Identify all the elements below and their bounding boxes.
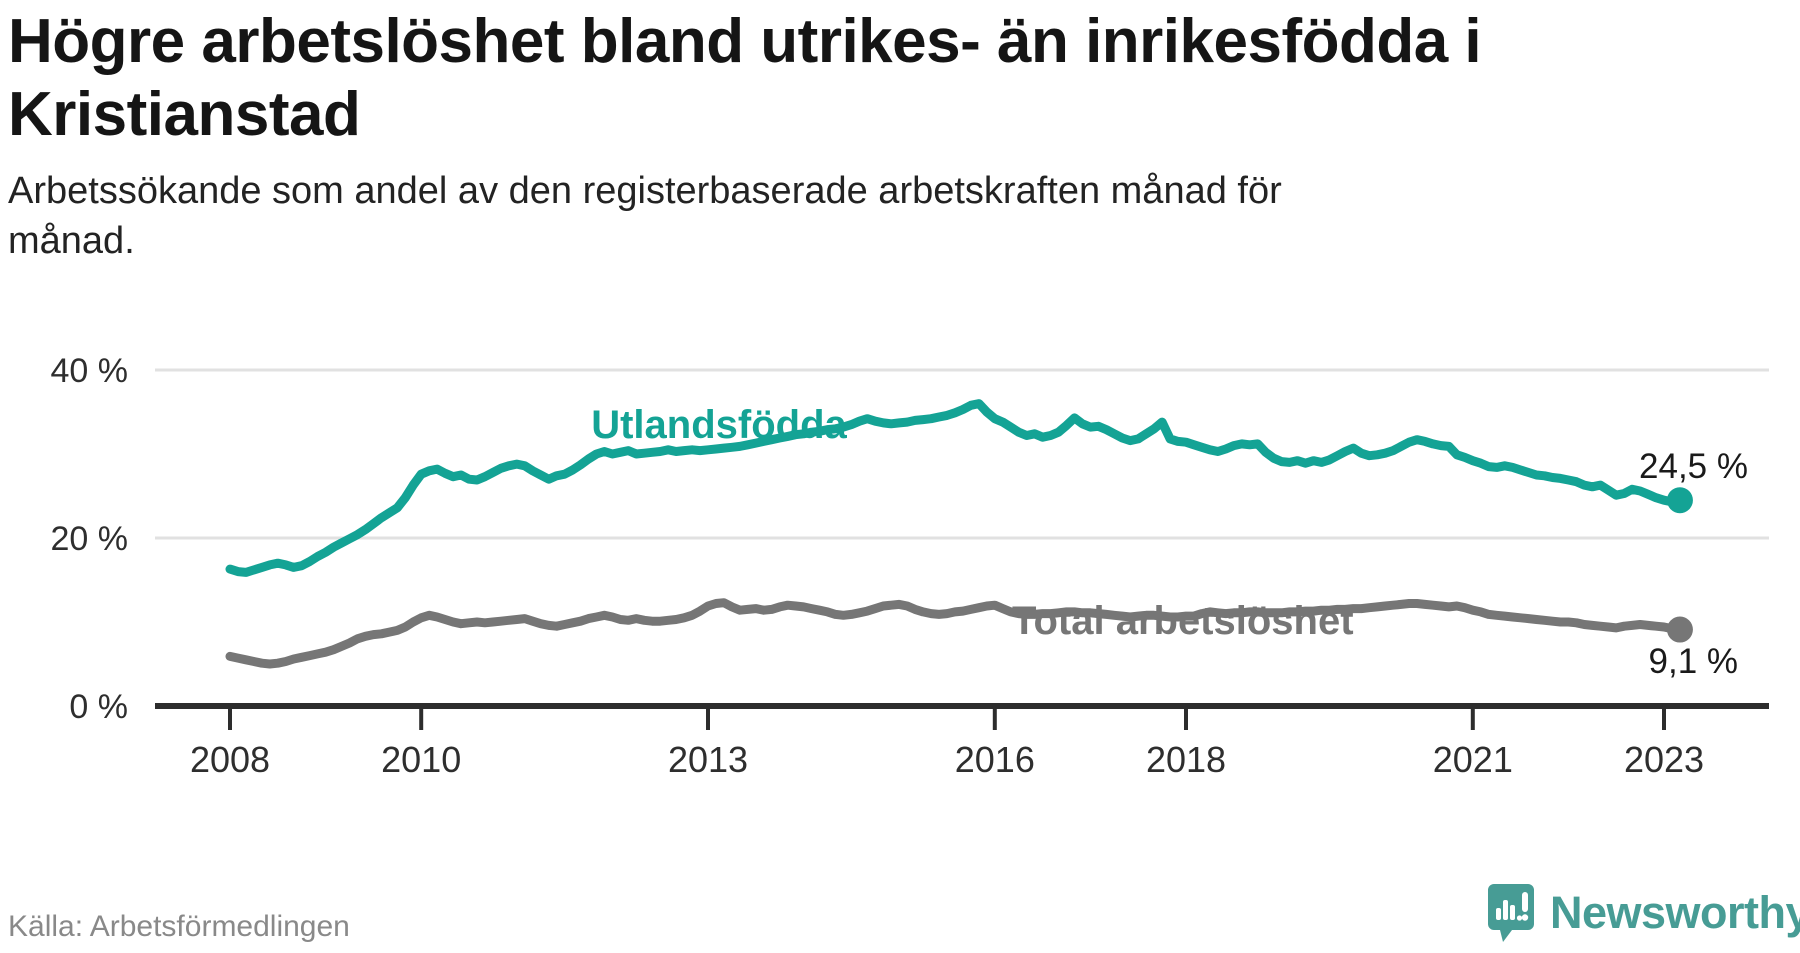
- brand-name: Newsworthy: [1550, 887, 1800, 938]
- x-tick-label-2010: 2010: [381, 739, 461, 780]
- exclamation-dot: [1521, 914, 1529, 921]
- series-line-total: [225, 598, 1685, 669]
- x-tick-label-2013: 2013: [668, 739, 748, 780]
- exclamation-stem: [1522, 892, 1528, 912]
- x-tick-label-2018: 2018: [1146, 739, 1226, 780]
- bar-2: [1503, 900, 1508, 920]
- series-end-dot-total: [1666, 616, 1693, 643]
- bar-dot: [1516, 915, 1523, 921]
- y-tick-label-0: 0 %: [69, 688, 128, 726]
- series-end-dot-utlandsfodda: [1666, 487, 1693, 514]
- y-tick-label-40: 40 %: [51, 352, 129, 390]
- x-tick-label-2008: 2008: [190, 739, 270, 780]
- title-line-2: Kristianstad: [8, 79, 361, 149]
- source-note: Källa: Arbetsförmedlingen: [8, 910, 350, 943]
- x-tick-label-2021: 2021: [1433, 739, 1513, 780]
- newsworthy-logo: Newsworthy: [1486, 882, 1800, 944]
- series-label-total: Total arbetslöshet: [1012, 599, 1354, 643]
- series-line-utlandsfodda: [225, 399, 1685, 577]
- subtitle-line-2: månad.: [8, 220, 135, 263]
- page-title: Högre arbetslöshet bland utrikes- än inr…: [8, 6, 1788, 151]
- title-line-1: Högre arbetslöshet bland utrikes- än inr…: [8, 7, 1482, 76]
- bar-1: [1496, 908, 1501, 920]
- x-tick-label-2016: 2016: [955, 739, 1035, 780]
- y-tick-label-20: 20 %: [51, 520, 129, 558]
- newsworthy-bubble-icon: [1488, 884, 1534, 942]
- end-value-label-total: 9,1 %: [1649, 642, 1739, 681]
- subtitle-line-1: Arbetssökande som andel av den registerb…: [8, 170, 1282, 212]
- series-label-utlandsfodda: Utlandsfödda: [591, 403, 847, 447]
- x-tick-label-2023: 2023: [1624, 739, 1704, 780]
- chart-subtitle: Arbetssökande som andel av den registerb…: [8, 166, 1608, 266]
- end-value-label-utlandsfodda: 24,5 %: [1639, 447, 1748, 486]
- bar-3: [1510, 905, 1515, 920]
